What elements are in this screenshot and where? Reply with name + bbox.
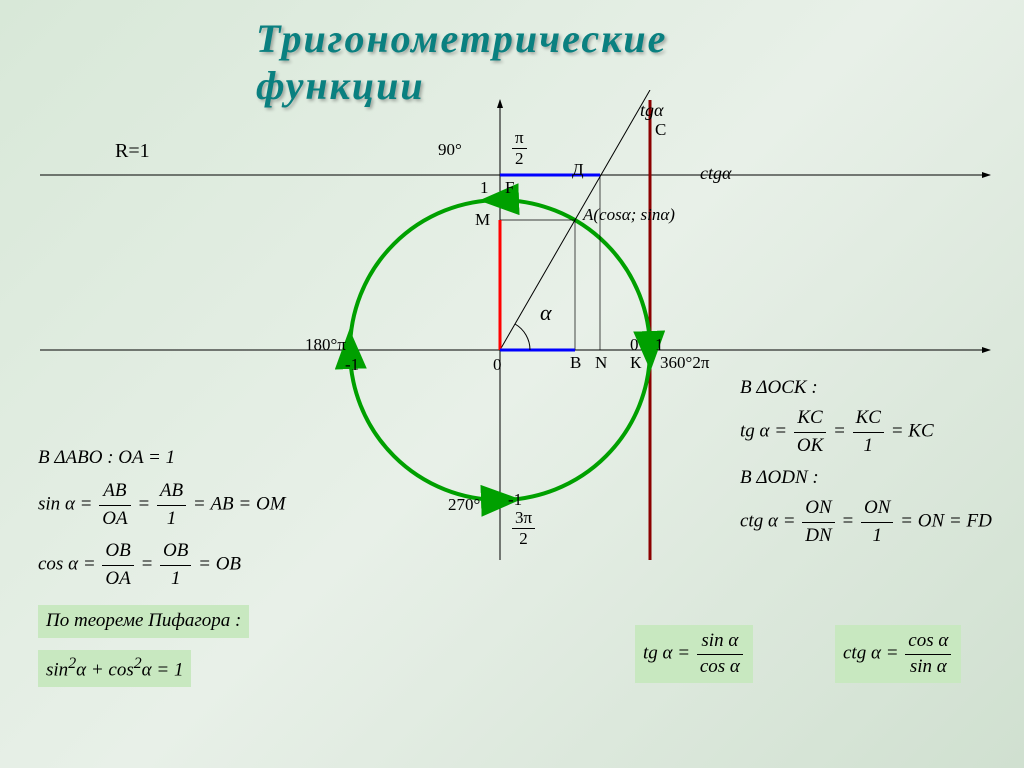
label-tg: tgα bbox=[640, 100, 663, 121]
label-one-right: 1 bbox=[655, 335, 664, 355]
label-360: 360°2π bbox=[660, 353, 709, 373]
label-A: A(cosα; sinα) bbox=[583, 205, 675, 225]
label-D: Д bbox=[572, 160, 584, 180]
label-F: F bbox=[505, 178, 514, 198]
label-neg1-bottom: -1 bbox=[508, 490, 522, 510]
formula-tg-ratio: tg α = sin αcos α bbox=[635, 625, 753, 683]
label-K: К bbox=[630, 353, 641, 373]
formula-ctg: ctg α = ONDN = ON1 = ON = FD bbox=[740, 495, 992, 549]
formula-cos: cos α = OBOA = OB1 = OB bbox=[38, 538, 241, 592]
formula-right-triangle2: В ΔODN : bbox=[740, 465, 819, 492]
label-C: С bbox=[655, 120, 666, 140]
label-neg1-left: -1 bbox=[345, 355, 359, 375]
label-90: 90° bbox=[438, 140, 462, 160]
label-B: В bbox=[570, 353, 581, 373]
label-pi2: π2 bbox=[510, 128, 529, 169]
label-R: R=1 bbox=[115, 140, 150, 163]
label-0axis: 0 bbox=[630, 335, 639, 355]
label-180: 180°π bbox=[305, 335, 346, 355]
label-270: 270° bbox=[448, 495, 480, 515]
angle-alpha-arc bbox=[515, 324, 530, 350]
label-M: M bbox=[475, 210, 490, 230]
formula-tg: tg α = KCOK = KC1 = KC bbox=[740, 405, 934, 459]
label-alpha: α bbox=[540, 300, 552, 326]
label-O: 0 bbox=[493, 355, 502, 375]
formula-right-triangle1: В ΔOCK : bbox=[740, 375, 818, 402]
formula-ctg-ratio: ctg α = cos αsin α bbox=[835, 625, 961, 683]
formula-pythagoras-label: По теореме Пифагора : bbox=[38, 605, 249, 638]
label-ctg: ctgα bbox=[700, 163, 731, 184]
label-3pi2: 3π2 bbox=[510, 508, 537, 549]
label-one-top: 1 bbox=[480, 178, 489, 198]
formula-sin: sin α = ABOA = AB1 = AB = OM bbox=[38, 478, 286, 532]
formula-left-triangle: В ΔABO : OA = 1 bbox=[38, 445, 175, 472]
formula-pythagoras: sin2α + cos2α = 1 bbox=[38, 650, 191, 687]
label-N: N bbox=[595, 353, 607, 373]
